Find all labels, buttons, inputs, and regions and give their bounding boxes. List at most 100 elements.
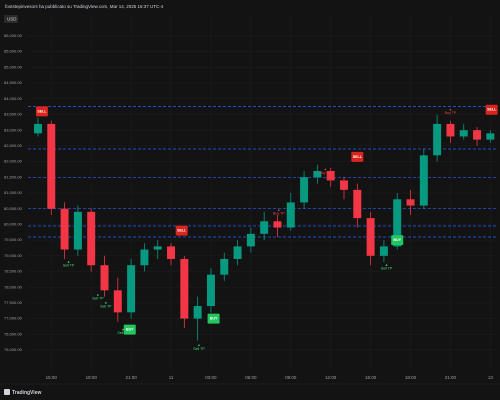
signal-label: Buy TP xyxy=(445,111,457,115)
signal-label: SELL xyxy=(487,108,497,112)
x-tick-label: 09:00 xyxy=(285,375,297,380)
y-tick-label: 81,000.00 xyxy=(4,190,23,195)
signal-label: SELL xyxy=(353,155,363,159)
signal-label: Sell TP xyxy=(193,347,205,351)
y-tick-label: 78,500.00 xyxy=(4,269,23,274)
candle-body xyxy=(406,199,415,206)
y-tick-label: 86,000.00 xyxy=(4,33,23,38)
y-tick-label: 76,500.00 xyxy=(4,331,23,336)
candle-body xyxy=(220,258,229,275)
y-tick-label: 80,000.00 xyxy=(4,221,23,226)
y-tick-label: 84,500.00 xyxy=(4,80,23,85)
candle-body xyxy=(260,221,269,234)
signal-label: Sell TP xyxy=(381,267,393,271)
candle-body xyxy=(446,123,455,137)
signal-dot xyxy=(105,302,107,304)
candle-body xyxy=(233,246,242,259)
signal-dot xyxy=(449,108,452,111)
signal-box xyxy=(175,225,188,236)
candle-body xyxy=(353,189,362,219)
currency-box xyxy=(4,15,18,23)
candle-body xyxy=(100,265,109,291)
y-tick-label: 77,500.00 xyxy=(4,300,23,305)
candle-body xyxy=(300,177,309,203)
currency: USD xyxy=(7,17,17,22)
candle-body xyxy=(313,171,322,178)
candle-body xyxy=(33,123,42,134)
y-tick-label: 82,500.00 xyxy=(4,143,23,148)
candle-body xyxy=(246,233,255,247)
y-tick-label: 78,000.00 xyxy=(4,284,23,289)
y-tick-label: 83,000.00 xyxy=(4,127,23,132)
signal-label: Sell TP xyxy=(92,297,104,301)
signal-box xyxy=(35,106,48,117)
signal-label: BUY xyxy=(126,328,134,332)
candle-body xyxy=(47,123,56,209)
signal-dot xyxy=(67,261,70,263)
candle-body xyxy=(486,133,495,140)
x-tick-label: 21:00 xyxy=(125,375,137,380)
candle-body xyxy=(113,290,122,313)
y-tick-label: 77,000.00 xyxy=(4,316,23,321)
signal-label: Buy TP xyxy=(320,171,332,175)
candle-body xyxy=(206,274,215,307)
candle-body xyxy=(459,130,468,137)
y-tick-label: 85,500.00 xyxy=(4,49,23,54)
candle-body xyxy=(286,202,295,228)
y-tick-label: 84,000.00 xyxy=(4,96,23,101)
candle-body xyxy=(140,249,149,266)
signal-box xyxy=(123,324,136,335)
signal-label: SELL xyxy=(37,109,47,113)
candle-body xyxy=(167,246,176,259)
x-tick-label: 13 xyxy=(488,375,494,380)
candle-body xyxy=(193,306,202,319)
x-tick-label: 03:00 xyxy=(205,375,217,380)
signal-label: Buy TP xyxy=(273,212,285,216)
signal-box xyxy=(391,235,404,246)
candle-body xyxy=(73,211,82,250)
y-tick-label: 79,000.00 xyxy=(4,253,23,258)
signal-label: BUY xyxy=(210,317,218,321)
y-tick-label: 82,000.00 xyxy=(4,159,23,164)
signal-dot xyxy=(385,264,388,267)
candle-body xyxy=(419,155,428,206)
x-tick-label: 15:00 xyxy=(46,375,58,380)
candle-body xyxy=(473,130,482,140)
y-tick-label: 79,500.00 xyxy=(4,237,23,242)
y-tick-label: 81,500.00 xyxy=(4,174,23,179)
candle-body xyxy=(326,171,335,181)
signal-label: Sell TP xyxy=(63,264,75,268)
x-tick-label: 11 xyxy=(169,375,174,380)
y-tick-label: 85,000.00 xyxy=(4,64,23,69)
y-tick-label: 80,500.00 xyxy=(4,206,23,211)
x-tick-label: 21:00 xyxy=(445,375,457,380)
candle-body xyxy=(60,208,69,250)
signal-box xyxy=(485,104,498,115)
signal-label: BUY xyxy=(393,238,401,242)
signal-label: Sell TP xyxy=(117,331,129,335)
signal-box xyxy=(351,151,364,162)
x-tick-label: 18:00 xyxy=(405,375,417,380)
brand-logo xyxy=(4,389,10,395)
x-tick-label: 06:00 xyxy=(245,375,257,380)
candle-body xyxy=(366,218,375,256)
y-tick-label: 76,000.00 xyxy=(4,347,23,352)
signal-dot xyxy=(277,209,280,212)
signal-dot xyxy=(122,328,124,331)
candle-body xyxy=(180,258,189,319)
signal-label: Sell TP xyxy=(100,304,112,308)
signal-dot xyxy=(324,168,327,171)
signal-label: SELL xyxy=(177,229,187,233)
x-tick-label: 18:00 xyxy=(86,375,98,380)
candle-body xyxy=(393,199,402,247)
x-tick-label: 15:00 xyxy=(365,375,377,380)
candle-body xyxy=(433,123,442,156)
candle-body xyxy=(340,180,348,190)
candle-body xyxy=(153,246,162,250)
candle-body xyxy=(379,246,388,256)
signal-dot xyxy=(97,294,99,296)
y-tick-label: 83,500.00 xyxy=(4,112,23,117)
candle-body xyxy=(273,221,282,228)
